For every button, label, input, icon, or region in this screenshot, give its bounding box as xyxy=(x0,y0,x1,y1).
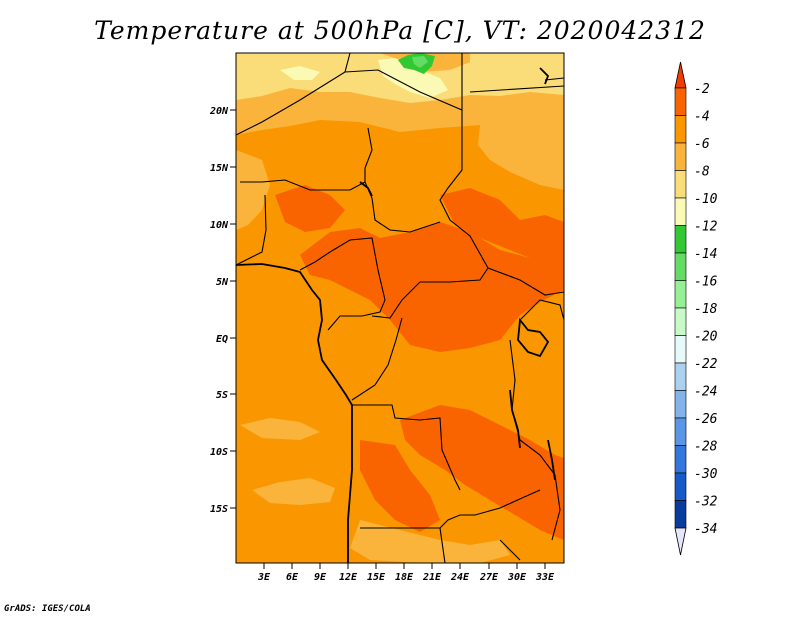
colorbar-box-3 xyxy=(674,142,687,171)
border-3 xyxy=(439,110,564,296)
field-dark-central xyxy=(300,222,564,352)
colorbar-label-9: -18 xyxy=(694,302,718,317)
colorbar-bottom-arrow xyxy=(674,527,687,556)
border-13 xyxy=(499,539,521,561)
border-2 xyxy=(344,53,463,111)
colorbar-label-5: -10 xyxy=(694,192,718,207)
border-16 xyxy=(544,77,564,81)
border-9 xyxy=(351,317,403,401)
field-dark-south xyxy=(360,440,440,532)
lon-axis: 3E 6E 9E 12E 15E 18E 21E 24E 27E 30E 33E xyxy=(257,563,555,583)
map-frame xyxy=(235,52,565,564)
colorbar-label-7: -14 xyxy=(694,247,717,262)
nile-coast xyxy=(539,67,550,85)
field-paleyellow-patch xyxy=(280,66,320,80)
border-11 xyxy=(360,489,541,529)
lake-victoria xyxy=(517,317,550,358)
lon-label-3e: 3E xyxy=(257,572,271,583)
colorbar-top-arrow xyxy=(674,61,687,89)
colorbar-label-2: -4 xyxy=(694,110,710,125)
field-paleyellow-north xyxy=(378,58,448,98)
grads-credit: GrADS: IGES/COLA xyxy=(4,604,91,614)
lake-malawi xyxy=(547,439,556,481)
lon-label-15e: 15E xyxy=(367,572,386,583)
lat-label-10s: 10S xyxy=(210,447,228,458)
border-1 xyxy=(236,53,351,136)
lat-label-15s: 15S xyxy=(210,504,228,515)
field-light-south-strip xyxy=(350,520,510,563)
colorbar-box-7 xyxy=(674,252,687,281)
chart-title: Temperature at 500hPa [C], VT: 202004231… xyxy=(94,16,706,45)
lake-tanganyika xyxy=(509,389,521,449)
lon-label-6e: 6E xyxy=(286,572,299,583)
colorbar: -2 -4 -6 -8 -10 -12 -14 -16 -18 -20 -22 … xyxy=(674,61,718,556)
colorbar-box-10 xyxy=(674,335,687,364)
temperature-field xyxy=(236,53,564,563)
border-6 xyxy=(236,194,267,266)
colorbar-label-11: -22 xyxy=(694,357,718,372)
colorbar-box-9 xyxy=(674,307,687,336)
coastlines xyxy=(236,67,556,563)
colorbar-label-17: -34 xyxy=(694,522,717,537)
lat-axis: 20N 15N 10N 5N EQ 5S 10S 15S xyxy=(209,106,236,515)
lon-label-27e: 27E xyxy=(479,572,499,583)
lon-label-24e: 24E xyxy=(450,572,470,583)
border-12 xyxy=(439,527,446,563)
coastline-west xyxy=(236,263,353,563)
field-light-northeast xyxy=(478,112,564,190)
lon-label-9e: 9E xyxy=(314,572,327,583)
lon-label-12e: 12E xyxy=(339,572,358,583)
field-light-southwest xyxy=(252,478,335,505)
colorbar-label-4: -8 xyxy=(694,165,710,180)
field-dark-northeast xyxy=(440,188,564,265)
lat-label-15n: 15N xyxy=(210,163,229,174)
colorbar-box-2 xyxy=(674,115,687,144)
colorbar-label-12: -24 xyxy=(694,385,717,400)
lat-label-5s: 5S xyxy=(216,390,228,401)
country-borders xyxy=(236,53,564,563)
colorbar-box-16 xyxy=(674,500,687,529)
border-7 xyxy=(299,237,386,331)
colorbar-box-12 xyxy=(674,390,687,419)
colorbar-label-13: -26 xyxy=(694,412,718,427)
border-17 xyxy=(469,85,564,93)
lat-label-eq: EQ xyxy=(216,334,228,345)
border-4 xyxy=(364,127,441,233)
lon-label-21e: 21E xyxy=(422,572,442,583)
border-5 xyxy=(240,179,366,191)
colorbar-label-1: -2 xyxy=(694,82,710,97)
border-14 xyxy=(509,339,561,541)
lake-chad xyxy=(359,181,373,197)
colorbar-box-5 xyxy=(674,197,687,226)
border-10 xyxy=(352,404,461,491)
colorbar-box-14 xyxy=(674,445,687,474)
colorbar-box-6 xyxy=(674,225,687,254)
lat-label-20n: 20N xyxy=(209,106,229,117)
colorbar-box-13 xyxy=(674,417,687,446)
field-lightgreen-patch xyxy=(412,56,428,68)
field-dark-north xyxy=(275,185,345,232)
colorbar-label-6: -12 xyxy=(694,220,718,235)
colorbar-label-8: -16 xyxy=(694,275,718,290)
colorbar-box-8 xyxy=(674,280,687,309)
border-15 xyxy=(519,299,564,321)
colorbar-box-11 xyxy=(674,362,687,391)
colorbar-label-14: -28 xyxy=(694,440,718,455)
colorbar-label-16: -32 xyxy=(694,495,718,510)
lon-label-18e: 18E xyxy=(395,572,414,583)
field-light-southwest2 xyxy=(240,418,320,440)
border-8 xyxy=(371,267,489,319)
colorbar-label-10: -20 xyxy=(694,330,718,345)
field-light-west xyxy=(236,150,270,230)
colorbar-box-15 xyxy=(674,472,687,501)
colorbar-box-4 xyxy=(674,170,687,199)
colorbar-label-3: -6 xyxy=(694,137,710,152)
lon-label-30e: 30E xyxy=(507,572,527,583)
lon-label-33e: 33E xyxy=(535,572,555,583)
lat-label-10n: 10N xyxy=(210,220,229,231)
colorbar-box-1 xyxy=(674,87,687,116)
colorbar-label-15: -30 xyxy=(694,467,718,482)
lat-label-5n: 5N xyxy=(216,277,229,288)
